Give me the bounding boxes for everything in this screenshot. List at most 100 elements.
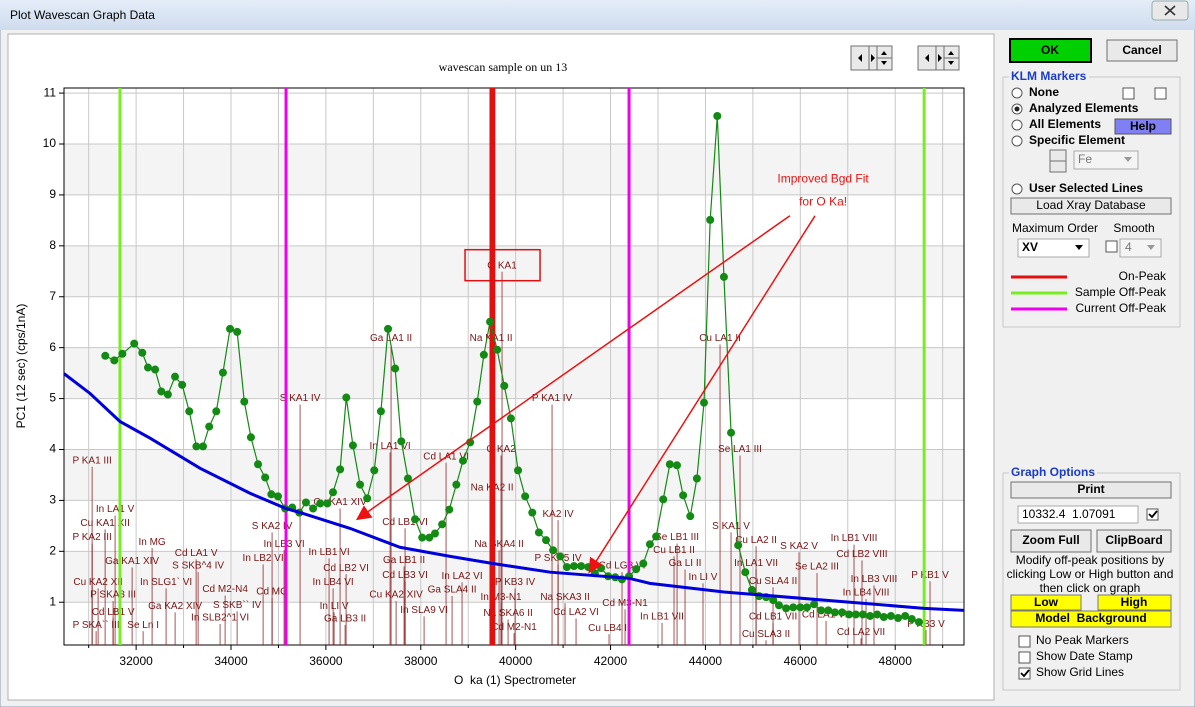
load-db-button[interactable] (1010, 197, 1172, 215)
radio[interactable] (1011, 135, 1023, 147)
peak-label: In LB1 VII (640, 612, 684, 623)
data-point (782, 604, 791, 613)
data-point (301, 498, 310, 507)
radio[interactable] (1011, 119, 1023, 131)
help-button[interactable] (1114, 118, 1172, 135)
data-point (577, 562, 586, 571)
peak-label: P KB1 V (911, 570, 949, 581)
model-button[interactable] (1010, 610, 1172, 628)
grid-band (64, 551, 964, 603)
peak-label: In LB4 VI (313, 577, 354, 588)
annotation-arrow (588, 215, 816, 574)
data-point (514, 466, 523, 475)
radio-dot (1014, 106, 1020, 112)
zoom-button[interactable] (1010, 529, 1092, 553)
smooth-label: Smooth (1113, 221, 1154, 235)
grid-band (64, 245, 964, 297)
low-button[interactable] (1010, 594, 1082, 611)
y-axis-label: PC1 (12 sec) (cps/1nA) (14, 304, 28, 429)
data-point (659, 495, 668, 504)
data-point (789, 603, 798, 612)
peak-label: In M3-N1 (480, 592, 522, 603)
data-point (542, 536, 551, 545)
group-title-bg (1009, 70, 1089, 82)
data-point (336, 465, 345, 474)
hint-line: Modify off-peak positions by (1016, 553, 1165, 567)
checkbox[interactable] (1154, 87, 1167, 100)
peak-label: Ga KA2 XIV (148, 601, 202, 612)
max-order-value: XV (1022, 240, 1038, 254)
data-point (411, 515, 420, 524)
data-point (486, 317, 495, 326)
peak-label: Cd LA2 VI (553, 607, 599, 618)
peak-label: In LI V (320, 601, 349, 612)
high-label: High (1121, 595, 1148, 609)
peak-label: S SKB`` IV (213, 599, 262, 611)
radio[interactable] (1011, 87, 1023, 99)
annotation-text: for O Ka! (799, 194, 847, 208)
legend-label: Current Off-Peak (1076, 301, 1167, 315)
data-point (562, 563, 571, 572)
data-point (838, 608, 847, 617)
checkbox[interactable] (1018, 651, 1031, 664)
checkbox[interactable] (1122, 87, 1135, 100)
data-point (323, 499, 332, 508)
peak-label: Cd MG (256, 587, 288, 598)
y-tick-label: 9 (49, 187, 56, 201)
smooth-checkbox[interactable] (1105, 240, 1118, 253)
cancel-label: Cancel (1122, 43, 1161, 57)
low-label: Low (1034, 595, 1059, 609)
element-combo[interactable] (1073, 150, 1139, 170)
chart-title: wavescan sample on un 13 (439, 60, 568, 74)
close-icon (1164, 5, 1176, 16)
clipboard-button[interactable] (1096, 529, 1172, 553)
data-point (240, 397, 249, 406)
max-order-combo[interactable] (1017, 238, 1090, 258)
cancel-button[interactable] (1106, 39, 1178, 62)
y-tick-label: 10 (43, 136, 57, 150)
peak-label: In LA1 VI (370, 441, 411, 452)
x-tick-label: 42000 (594, 654, 628, 668)
data-point (226, 324, 235, 333)
data-point (233, 327, 242, 336)
checkbox[interactable] (1018, 635, 1031, 648)
data-point (329, 488, 338, 497)
peak-label: P KB3 IV (495, 577, 536, 588)
data-point (830, 608, 839, 617)
peak-label: Cd LA2 VII (837, 627, 885, 638)
legend-label: Sample Off-Peak (1075, 285, 1167, 299)
peak-label: O KA1 (487, 260, 517, 271)
combo-arrow (1075, 245, 1083, 250)
checkbox[interactable] (1146, 508, 1159, 521)
data-point (438, 520, 447, 529)
window-title: Plot Wavescan Graph Data (10, 8, 155, 22)
peak-label: In LB1 VI (308, 547, 349, 558)
spin-down[interactable] (1049, 160, 1067, 173)
data-point (425, 533, 434, 542)
y-tick-label: 11 (44, 85, 57, 99)
data-point (363, 494, 372, 503)
peak-label: Se LB1 III (655, 532, 699, 543)
spin-up[interactable] (1049, 149, 1067, 162)
peak-label: S SKB^4 IV (172, 561, 224, 572)
high-button[interactable] (1097, 594, 1172, 611)
peak-label: Se Ln I (127, 620, 159, 631)
radio[interactable] (1011, 183, 1023, 195)
peak-label: Cu KA1 XII (80, 518, 129, 529)
hint-line: clicking Low or High button and (1007, 567, 1174, 581)
peak-label: In SLA9 VI (400, 605, 448, 616)
group-title-bg (1009, 467, 1097, 479)
peak-label: Cd M3-N1 (602, 598, 648, 609)
peak-label: In SLG1` VI (140, 576, 192, 588)
ok-button[interactable] (1009, 38, 1092, 63)
checkbox[interactable] (1018, 667, 1031, 680)
print-button[interactable] (1010, 481, 1172, 499)
data-point (719, 272, 728, 281)
smooth-combo[interactable] (1119, 238, 1162, 258)
peak-label: In LI V (689, 572, 718, 583)
scroll-spinners[interactable] (850, 45, 960, 71)
data-point (118, 349, 127, 358)
data-point (384, 324, 393, 333)
peak-label: In LB1 VIII (831, 533, 878, 544)
